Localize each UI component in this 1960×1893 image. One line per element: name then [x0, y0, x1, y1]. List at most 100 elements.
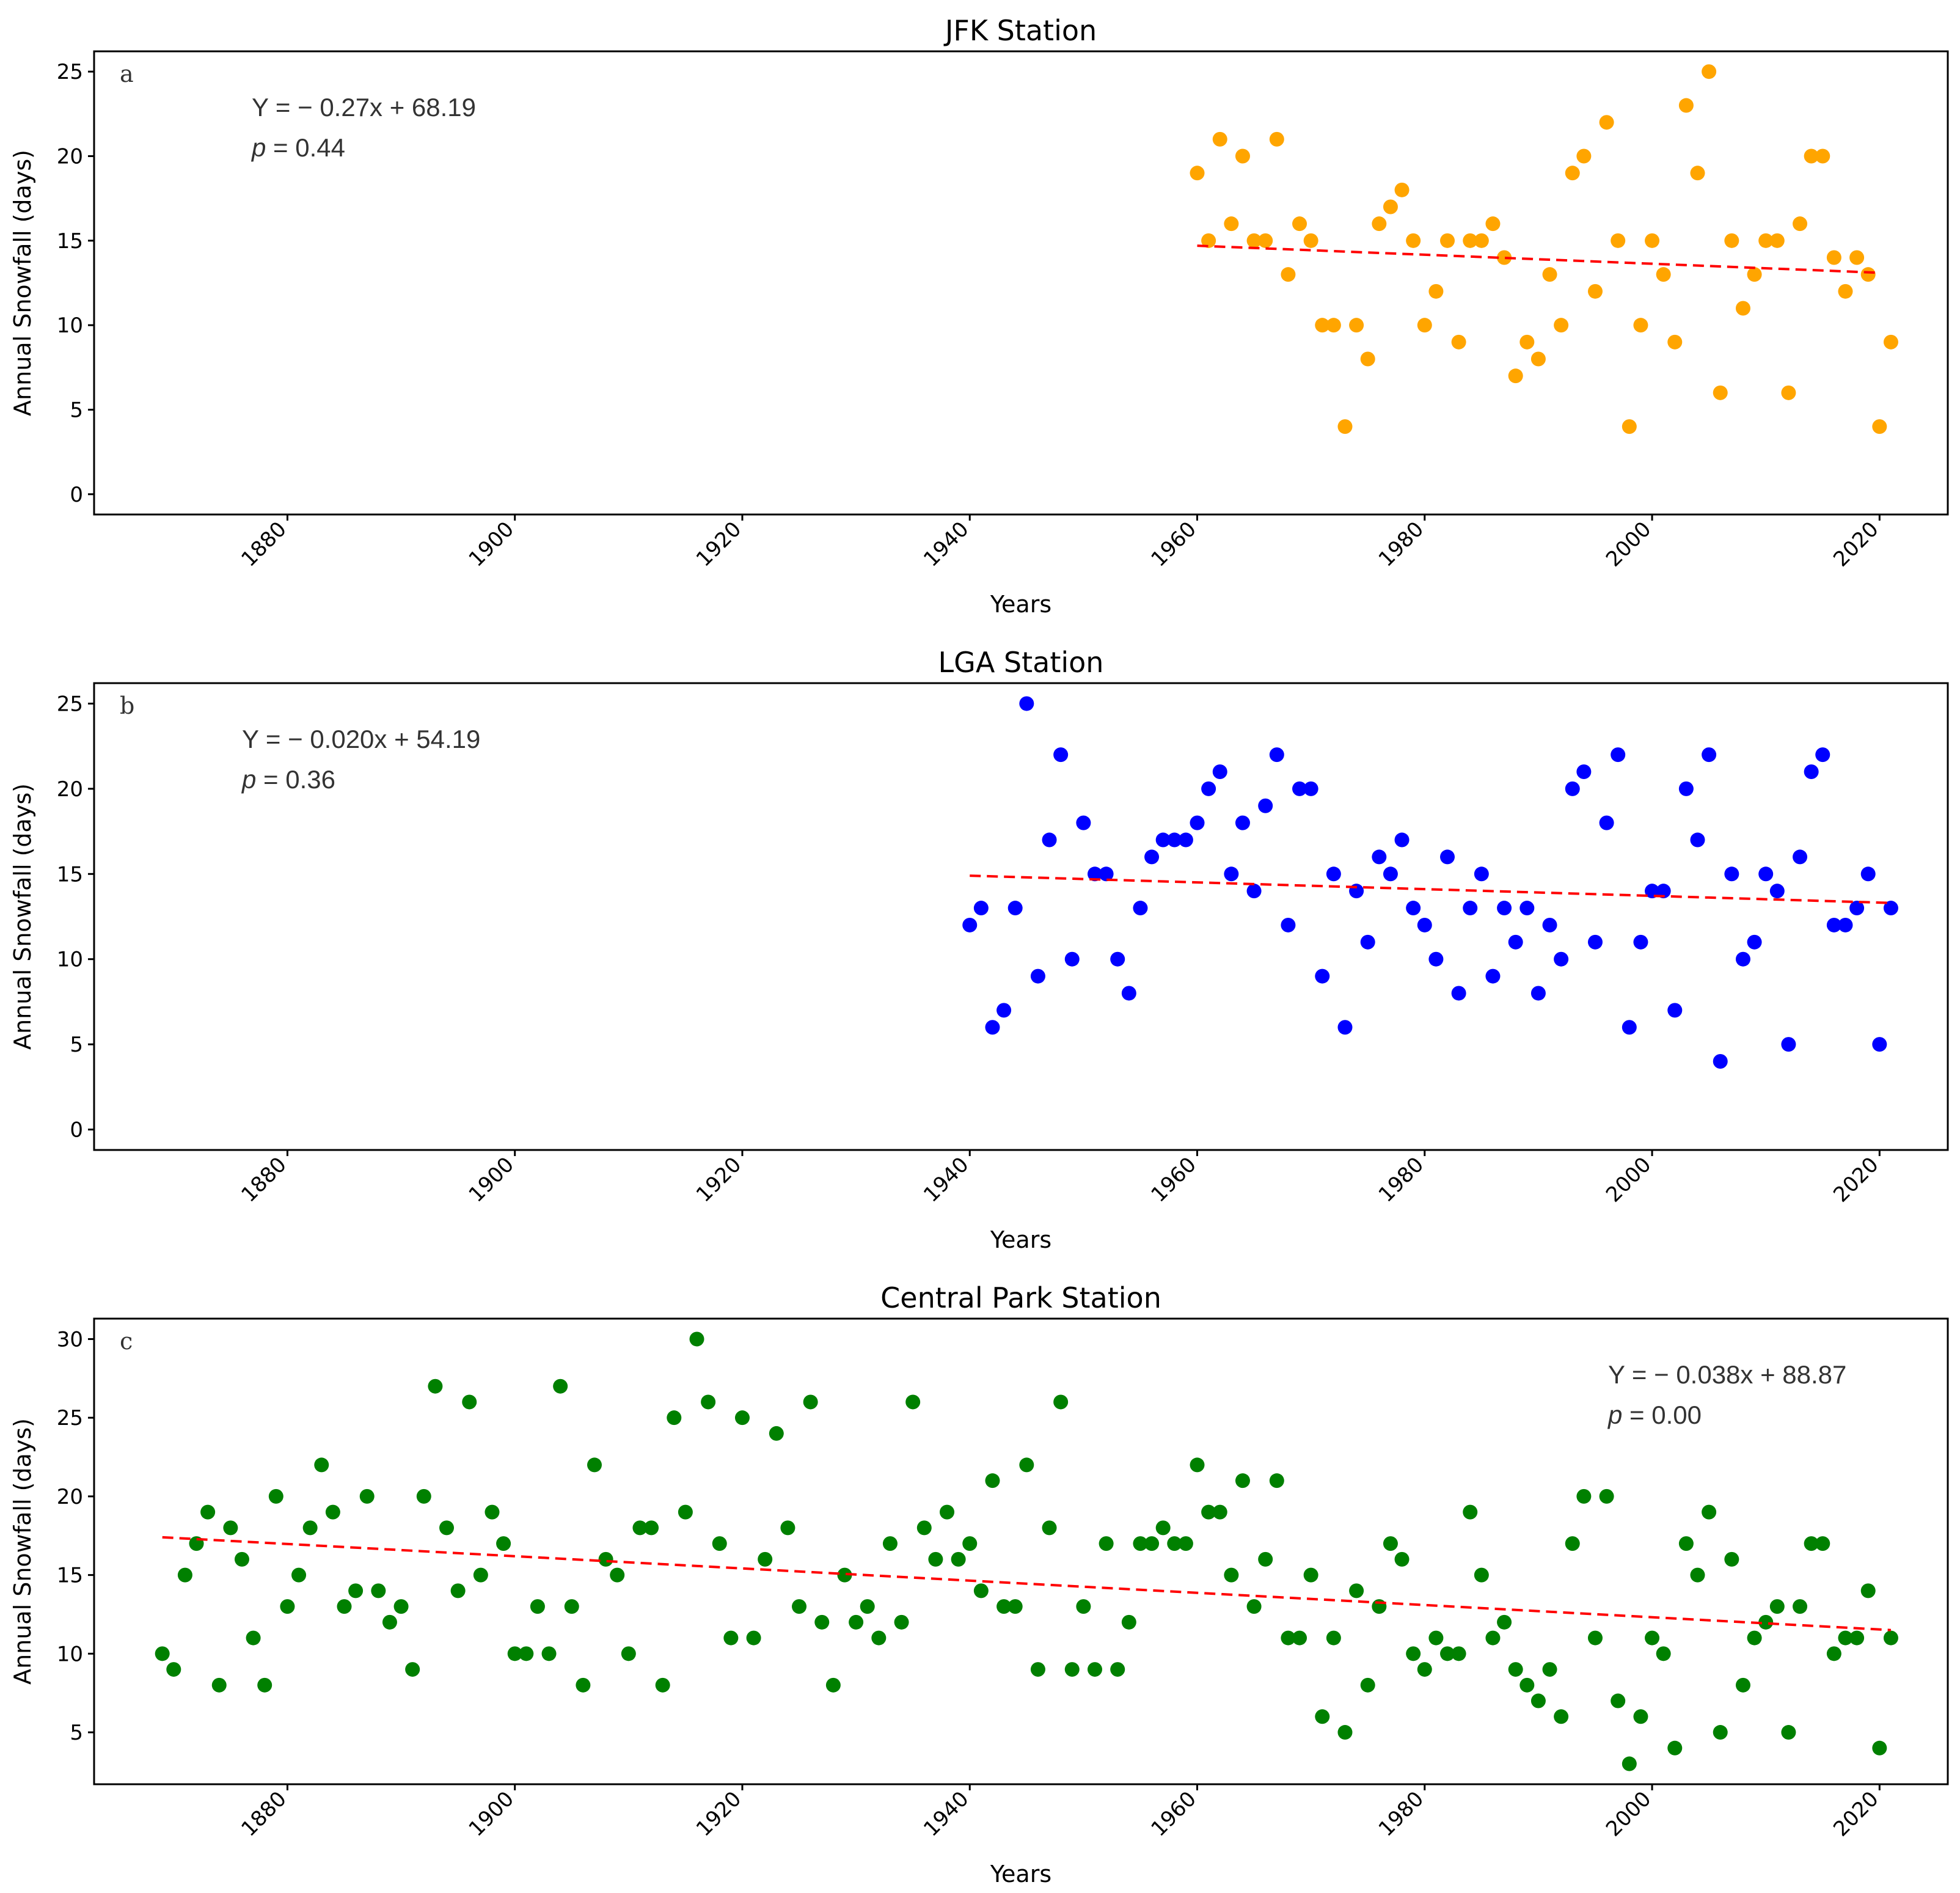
data-point — [1826, 1646, 1841, 1661]
data-point — [1849, 1630, 1865, 1646]
data-point — [1519, 334, 1535, 350]
y-tick-label: 10 — [57, 948, 83, 972]
data-point — [814, 1614, 830, 1630]
data-point — [1747, 934, 1762, 950]
y-tick-label: 15 — [57, 229, 83, 254]
data-point — [1394, 182, 1410, 197]
x-tick-label: 1880 — [236, 1152, 291, 1207]
data-point — [1417, 917, 1432, 932]
data-point — [1599, 1488, 1614, 1504]
data-point — [246, 1630, 261, 1646]
data-point — [1360, 1677, 1375, 1693]
data-point — [951, 1551, 966, 1567]
data-point — [1212, 131, 1227, 147]
data-point — [1076, 815, 1091, 830]
data-point — [882, 1536, 898, 1551]
data-point — [1838, 917, 1853, 932]
x-tick-label: 1900 — [464, 1152, 519, 1207]
data-point — [155, 1646, 170, 1661]
data-point — [1246, 233, 1262, 248]
data-point — [314, 1457, 329, 1473]
y-axis-label: Annual Snowfall (days) — [9, 150, 36, 416]
x-tick-label: 2020 — [1829, 1787, 1883, 1841]
p-value: p = 0.44 — [250, 133, 345, 162]
data-point — [1872, 1037, 1887, 1052]
data-point — [1303, 781, 1318, 796]
data-point — [1246, 1599, 1262, 1614]
data-point — [1883, 901, 1898, 916]
data-point — [1565, 1536, 1580, 1551]
data-point — [1463, 901, 1478, 916]
data-point — [1383, 199, 1398, 214]
data-point — [940, 1504, 955, 1520]
data-points — [1190, 64, 1898, 434]
data-point — [996, 1003, 1012, 1018]
data-point — [1622, 419, 1637, 434]
data-point — [348, 1583, 364, 1598]
data-point — [1417, 1662, 1432, 1677]
data-point — [1007, 1599, 1023, 1614]
x-axis-label: Years — [990, 1861, 1051, 1888]
data-point — [1747, 267, 1762, 282]
data-point — [1053, 747, 1069, 763]
data-point — [1440, 849, 1455, 865]
data-point — [1667, 334, 1683, 350]
x-tick-label: 1920 — [692, 1152, 746, 1207]
data-point — [1440, 1646, 1455, 1661]
data-point — [769, 1426, 784, 1441]
data-point — [1860, 267, 1876, 282]
y-tick-label: 0 — [70, 1118, 83, 1143]
data-point — [1235, 815, 1250, 830]
data-point — [166, 1662, 181, 1677]
data-point — [1372, 216, 1387, 232]
data-point — [1611, 1693, 1626, 1708]
data-point — [211, 1677, 227, 1693]
x-tick-label: 2000 — [1601, 517, 1656, 571]
data-point — [860, 1599, 875, 1614]
data-point — [1417, 318, 1432, 333]
chart-title: JFK Station — [943, 14, 1097, 47]
data-point — [393, 1599, 409, 1614]
data-point — [1030, 968, 1045, 984]
data-point — [1633, 1709, 1648, 1724]
data-point — [1815, 148, 1830, 164]
plot-frame — [93, 682, 1949, 1151]
p-value-text: = 0.44 — [266, 133, 345, 162]
data-point — [1769, 884, 1785, 899]
data-point — [1667, 1740, 1683, 1756]
data-point — [1611, 233, 1626, 248]
y-tick-label: 15 — [57, 1564, 83, 1588]
data-point — [1474, 233, 1489, 248]
data-point — [1883, 1630, 1898, 1646]
y-tick-label: 25 — [57, 60, 83, 84]
data-point — [1190, 166, 1205, 181]
data-point — [701, 1394, 716, 1410]
data-point — [1428, 951, 1444, 967]
p-value-text: = 0.00 — [1622, 1401, 1702, 1429]
data-point — [1713, 385, 1728, 400]
data-point — [1178, 832, 1193, 848]
data-point — [1463, 1504, 1478, 1520]
data-point — [598, 1551, 613, 1567]
x-tick-label: 1960 — [1146, 1787, 1201, 1841]
data-point — [1587, 934, 1603, 950]
data-point — [382, 1614, 397, 1630]
data-point — [507, 1646, 522, 1661]
data-point — [337, 1599, 352, 1614]
data-point — [1633, 934, 1648, 950]
panel-c: Central Park Station 5 10 15 20 25 30 1880 1900 1… — [9, 1281, 1949, 1888]
data-point — [473, 1567, 488, 1583]
data-point — [1554, 951, 1569, 967]
data-point — [1099, 1536, 1114, 1551]
data-point — [1246, 884, 1262, 899]
data-point — [973, 901, 989, 916]
data-point — [1485, 216, 1501, 232]
data-points — [155, 1331, 1898, 1771]
data-point — [1167, 832, 1182, 848]
data-point — [1656, 267, 1671, 282]
trend-line — [970, 874, 1891, 904]
data-point — [1269, 747, 1284, 763]
data-point — [1508, 934, 1523, 950]
data-point — [1064, 951, 1080, 967]
regression-equation: Y = − 0.27x + 68.19 — [252, 93, 476, 122]
